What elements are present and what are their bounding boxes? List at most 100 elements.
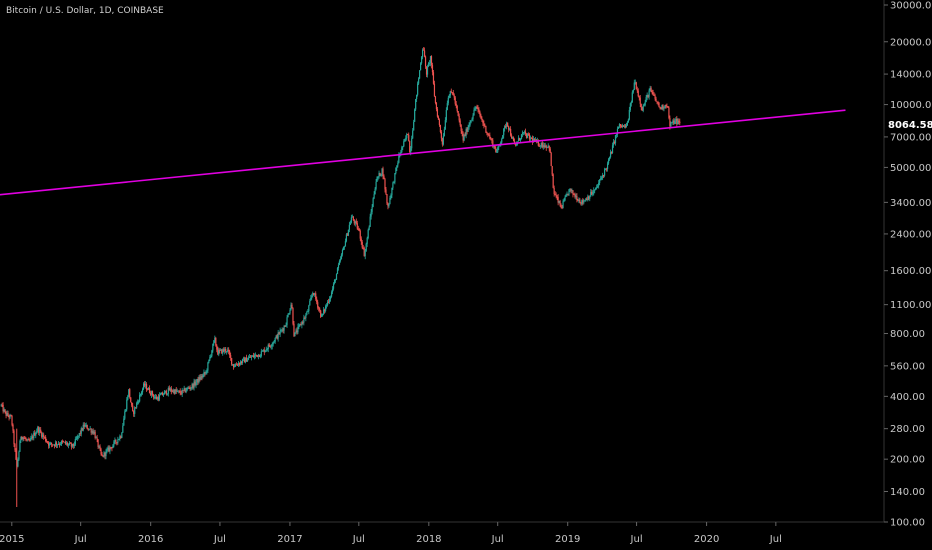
candle-body <box>583 200 585 203</box>
candle-body <box>429 56 432 64</box>
candle-body <box>303 317 305 323</box>
trend-line[interactable] <box>0 109 846 196</box>
candle-body <box>466 129 468 132</box>
candle-body <box>96 437 98 440</box>
candle-body <box>130 397 132 403</box>
candle-body <box>312 293 314 296</box>
candle-body <box>270 346 272 348</box>
candle-body <box>470 120 472 123</box>
candle-body <box>431 65 434 73</box>
candle-body <box>81 428 83 431</box>
candle-body <box>408 134 410 142</box>
candle-body <box>660 107 662 110</box>
candle-body <box>192 384 194 388</box>
candle-body <box>507 122 509 127</box>
candle-body <box>377 177 379 178</box>
candle-body <box>338 260 341 265</box>
candle-body <box>214 337 216 341</box>
candle-body <box>141 392 143 394</box>
candle-body <box>47 441 49 443</box>
candle-body <box>672 120 674 123</box>
candle-body <box>255 354 257 356</box>
candle-body <box>497 147 499 152</box>
candle-body <box>455 103 457 107</box>
candle-body <box>523 131 526 133</box>
candle-body <box>398 155 400 163</box>
candle-body <box>39 429 41 433</box>
candle-body <box>464 135 466 136</box>
candle-body <box>448 95 450 98</box>
candle-body <box>520 134 523 139</box>
candle-body <box>395 168 397 174</box>
candle-body <box>478 109 480 112</box>
candle-body <box>252 355 255 358</box>
candle-body <box>135 407 137 409</box>
candle-body <box>442 136 444 145</box>
candle-body <box>197 378 199 383</box>
candle-body <box>186 387 188 391</box>
candle-body <box>226 351 228 353</box>
candle-body <box>465 129 467 136</box>
candle-body <box>208 359 210 363</box>
candle-body <box>201 376 203 378</box>
candle-body <box>87 429 89 430</box>
candle-body <box>316 298 318 303</box>
candle-body <box>574 194 576 197</box>
last-price-marker: 8064.58 <box>885 117 932 131</box>
candle-body <box>639 97 641 104</box>
candle-body <box>164 390 166 392</box>
price-axis[interactable]: 30000.00 20000.00 14000.00 10000.00 7000.00 5… <box>884 1 932 529</box>
candle-body <box>394 173 396 183</box>
candle-body <box>109 447 111 452</box>
time-axis[interactable]: 2015 Jul 2016 Jul 2017 Jul 2018 Jul 2019 Jul 2020 J… <box>0 522 782 545</box>
candle-body <box>652 92 654 95</box>
candle-body <box>351 216 353 218</box>
candle-body <box>271 344 273 347</box>
candle-body <box>417 83 419 95</box>
candle-body <box>356 223 358 229</box>
candle-body <box>654 95 656 99</box>
candle-body <box>618 124 621 127</box>
candle-body <box>418 78 420 84</box>
candle-body <box>472 115 474 119</box>
candle-body <box>423 50 426 57</box>
candle-body <box>66 442 69 446</box>
candle-body <box>233 364 235 368</box>
candle-body <box>379 172 381 176</box>
candle-body <box>102 455 104 457</box>
candle-body <box>666 105 668 107</box>
candle-body <box>54 442 57 446</box>
candle-body <box>432 72 435 84</box>
candle-body <box>2 404 4 412</box>
candle-body <box>477 107 479 110</box>
candle-body <box>501 139 503 143</box>
y-tick-label: 1600.00 <box>890 266 931 277</box>
candle-body <box>558 201 560 203</box>
candle-body <box>133 410 135 414</box>
candle-body <box>171 391 173 393</box>
candle-body <box>286 317 288 325</box>
candle-body <box>550 152 552 166</box>
candle-body <box>447 97 449 104</box>
candle-body <box>273 341 275 343</box>
candle-body <box>94 431 96 438</box>
candle-body <box>254 354 256 356</box>
candle-body <box>77 435 79 437</box>
candle-body <box>65 442 68 444</box>
candle-body <box>160 392 163 395</box>
candle-body <box>243 358 246 363</box>
candle-body <box>247 357 250 360</box>
x-tick-label: Jul <box>491 534 504 545</box>
candle-body <box>298 325 300 327</box>
candle-body <box>648 90 650 97</box>
candle-body <box>490 138 492 140</box>
candle-body <box>144 384 147 386</box>
candle-body <box>340 254 343 260</box>
candle-body <box>222 349 224 354</box>
candle-body <box>236 364 239 366</box>
candle-body <box>52 444 55 446</box>
candle-body <box>93 431 95 434</box>
candle-body <box>526 134 529 138</box>
candle-body <box>321 314 323 317</box>
